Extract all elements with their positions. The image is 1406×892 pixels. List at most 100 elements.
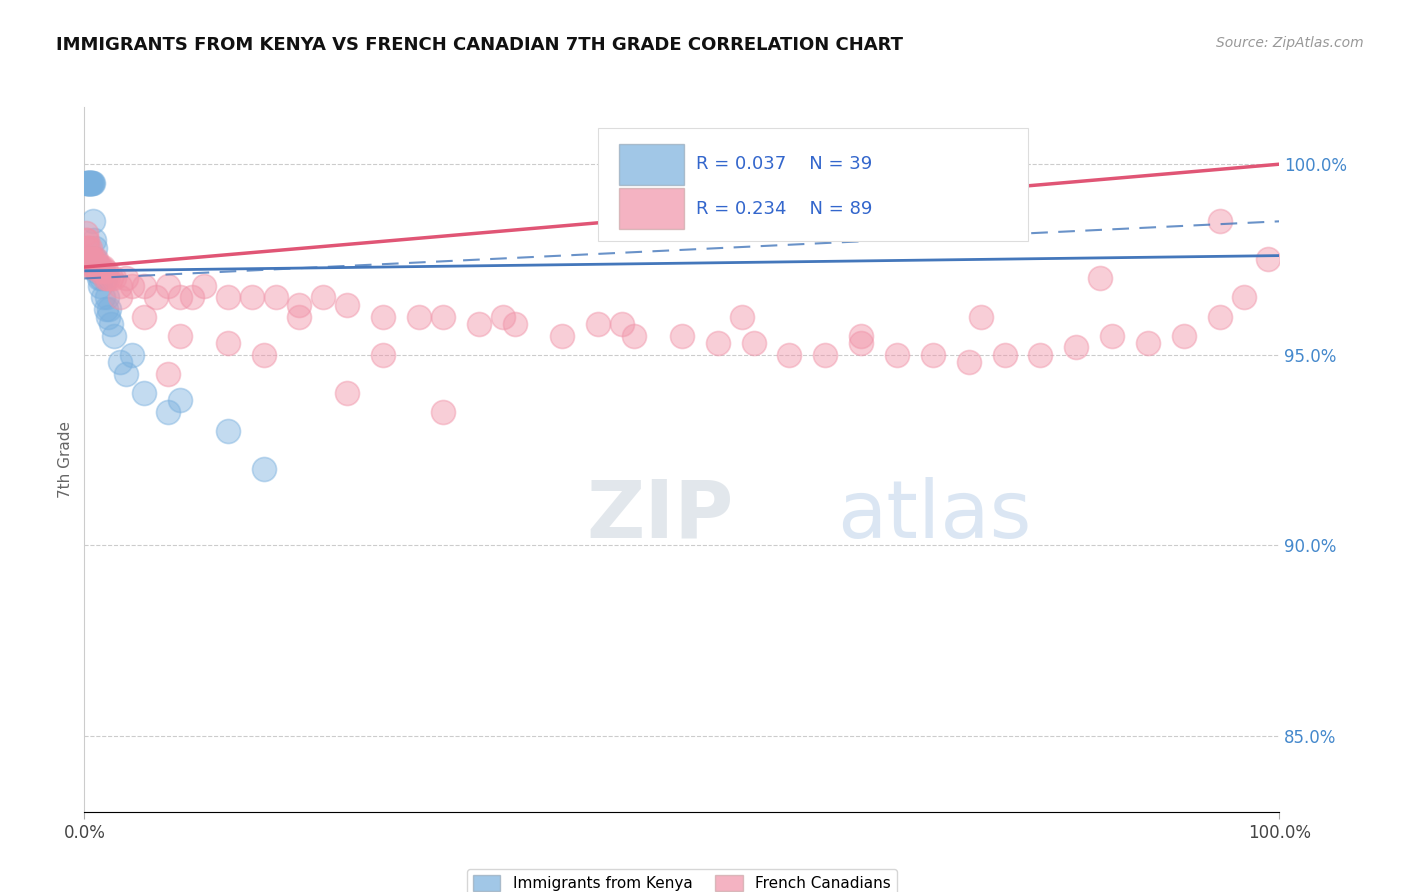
Point <box>77 176 100 190</box>
Point <box>193 279 215 293</box>
Point <box>86 260 108 274</box>
Point <box>217 424 239 438</box>
Text: R = 0.037    N = 39: R = 0.037 N = 39 <box>696 155 873 173</box>
Point <box>75 176 97 190</box>
Point <box>169 328 191 343</box>
Point <box>115 367 138 381</box>
Point <box>96 291 118 305</box>
Point <box>1233 291 1256 305</box>
Point <box>115 271 138 285</box>
Point <box>503 317 526 331</box>
Point <box>1029 348 1052 362</box>
Point <box>432 310 454 324</box>
Point <box>551 328 574 343</box>
Point <box>86 260 108 274</box>
Point <box>492 310 515 324</box>
Point <box>83 233 105 247</box>
Point <box>87 271 110 285</box>
Point <box>181 291 204 305</box>
Point <box>742 336 765 351</box>
Point <box>110 279 132 293</box>
Point <box>612 317 634 331</box>
Point <box>90 260 112 274</box>
Point <box>82 214 104 228</box>
Point <box>468 317 491 331</box>
Point <box>922 348 945 362</box>
Point <box>588 317 610 331</box>
Point <box>86 264 108 278</box>
Point <box>79 252 101 267</box>
Point <box>76 241 98 255</box>
Point <box>336 385 359 400</box>
Point <box>1209 310 1232 324</box>
Point <box>93 260 115 274</box>
Point <box>970 310 993 324</box>
Point <box>336 298 359 312</box>
Text: ZIP: ZIP <box>586 476 734 555</box>
Point <box>240 291 263 305</box>
Point <box>77 176 100 190</box>
Point <box>89 260 111 274</box>
Point <box>121 348 143 362</box>
Point <box>169 291 191 305</box>
Point <box>157 405 180 419</box>
Point <box>82 260 104 274</box>
Point <box>288 310 311 324</box>
Point <box>83 241 105 255</box>
Point <box>80 176 103 190</box>
FancyBboxPatch shape <box>599 128 1029 241</box>
Point <box>82 176 104 190</box>
Point <box>134 385 156 400</box>
Point <box>84 252 107 267</box>
Legend: Immigrants from Kenya, French Canadians: Immigrants from Kenya, French Canadians <box>467 869 897 892</box>
Point <box>103 271 125 285</box>
Text: R = 0.234    N = 89: R = 0.234 N = 89 <box>696 200 873 218</box>
Point <box>77 241 100 255</box>
Text: IMMIGRANTS FROM KENYA VS FRENCH CANADIAN 7TH GRADE CORRELATION CHART: IMMIGRANTS FROM KENYA VS FRENCH CANADIAN… <box>56 36 903 54</box>
Point <box>886 348 908 362</box>
Point <box>79 241 101 255</box>
Point <box>77 176 100 190</box>
Point <box>253 348 276 362</box>
Point <box>84 260 107 274</box>
Point <box>1090 271 1112 285</box>
Point <box>82 176 104 190</box>
Point <box>79 176 101 190</box>
Point <box>134 279 156 293</box>
Point <box>1101 328 1123 343</box>
Point <box>76 176 98 190</box>
Point <box>814 348 837 362</box>
FancyBboxPatch shape <box>619 144 685 185</box>
Point <box>96 271 118 285</box>
Point <box>1066 340 1088 354</box>
Point <box>264 291 287 305</box>
Point <box>110 291 132 305</box>
Point <box>91 264 114 278</box>
Point <box>217 291 239 305</box>
Point <box>1173 328 1195 343</box>
Point <box>145 291 167 305</box>
Point <box>408 310 430 324</box>
Point <box>93 291 115 305</box>
Point <box>779 348 801 362</box>
Point <box>98 301 121 316</box>
Point <box>103 328 125 343</box>
Point <box>90 271 112 285</box>
Point <box>373 310 395 324</box>
Y-axis label: 7th Grade: 7th Grade <box>58 421 73 498</box>
Point <box>851 336 873 351</box>
Point <box>432 405 454 419</box>
Point <box>87 264 110 278</box>
Point <box>75 226 97 240</box>
Point <box>94 301 117 316</box>
Point <box>100 271 122 285</box>
Text: Source: ZipAtlas.com: Source: ZipAtlas.com <box>1216 36 1364 50</box>
Point <box>82 260 104 274</box>
Point <box>373 348 395 362</box>
Point <box>86 260 108 274</box>
Point <box>83 260 105 274</box>
Point <box>84 252 107 267</box>
Point <box>97 271 120 285</box>
Point <box>288 298 311 312</box>
Point <box>77 252 100 267</box>
